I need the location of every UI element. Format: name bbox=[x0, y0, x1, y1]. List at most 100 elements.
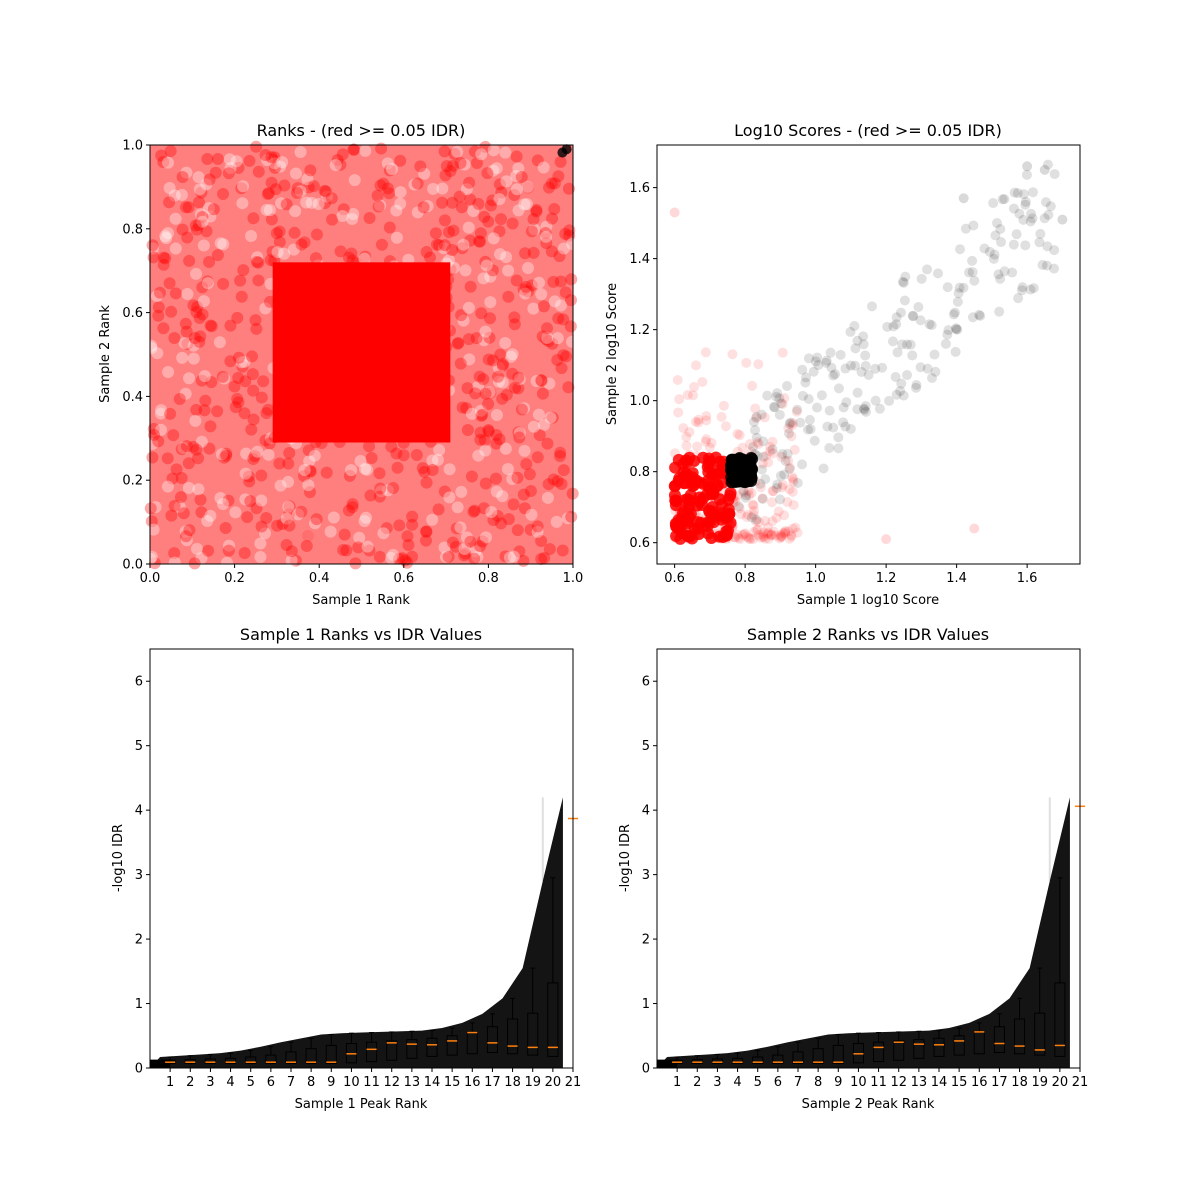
rank-point bbox=[456, 401, 469, 414]
rank-point bbox=[229, 506, 242, 519]
rank-point bbox=[553, 250, 566, 263]
rank-point bbox=[268, 161, 281, 174]
rank-point bbox=[346, 501, 359, 514]
score-point-black bbox=[779, 469, 790, 480]
rank-point bbox=[265, 213, 278, 226]
rank-point bbox=[475, 307, 488, 320]
rank-point bbox=[560, 350, 573, 363]
score-point-black bbox=[797, 390, 808, 401]
rank-point bbox=[518, 444, 531, 457]
x-tick-label: 0.6 bbox=[664, 571, 685, 586]
rank-point bbox=[510, 183, 523, 196]
rank-point bbox=[162, 366, 175, 379]
rank-point bbox=[152, 435, 165, 448]
score-point-red bbox=[748, 509, 759, 520]
score-point-red bbox=[780, 527, 791, 538]
score-point-dense bbox=[694, 517, 707, 530]
rank-point bbox=[490, 162, 503, 175]
rank-point bbox=[164, 407, 177, 420]
score-point-black bbox=[1020, 240, 1031, 251]
score-point-black bbox=[850, 343, 861, 354]
rank-point bbox=[484, 386, 497, 399]
rank-point bbox=[562, 182, 575, 195]
rank-point bbox=[478, 434, 491, 447]
score-point-black bbox=[830, 369, 841, 380]
score-point-red bbox=[748, 527, 759, 538]
rank-point bbox=[265, 176, 278, 189]
score-point-black bbox=[995, 273, 1006, 284]
rank-point bbox=[420, 525, 433, 538]
score-point-red bbox=[748, 500, 759, 511]
score-point-red bbox=[693, 417, 704, 428]
rank-point bbox=[358, 515, 371, 528]
rank-point bbox=[467, 505, 480, 518]
rank-point bbox=[331, 153, 344, 166]
rank-point bbox=[387, 481, 400, 494]
rank-point bbox=[214, 492, 227, 505]
rank-point bbox=[393, 552, 406, 565]
score-point-black bbox=[762, 390, 773, 401]
rank-point bbox=[146, 438, 159, 451]
score-point-black bbox=[899, 295, 910, 306]
score-point-red bbox=[789, 444, 800, 455]
x-tick-label: 0.6 bbox=[393, 571, 414, 586]
score-point-dense bbox=[714, 466, 727, 479]
rank-point bbox=[302, 479, 315, 492]
rank-point bbox=[249, 314, 262, 327]
rank-point bbox=[278, 179, 291, 192]
score-point-black bbox=[826, 362, 837, 373]
x-tick-label: 8 bbox=[307, 1075, 315, 1090]
score-point-black bbox=[897, 276, 908, 287]
rank-point bbox=[312, 198, 325, 211]
y-tick-label: 1.0 bbox=[629, 394, 650, 409]
rank-point bbox=[255, 494, 268, 507]
score-point-dense bbox=[686, 479, 699, 492]
rank-point bbox=[283, 519, 296, 532]
rank-point bbox=[499, 550, 512, 563]
score-point-black bbox=[995, 237, 1006, 248]
y-tick-label: 6 bbox=[642, 675, 650, 690]
score-point-black bbox=[1039, 213, 1050, 224]
score-point-black bbox=[874, 403, 885, 414]
score-point-dense bbox=[725, 453, 738, 466]
rank-point bbox=[510, 170, 523, 183]
rank-point bbox=[507, 550, 520, 563]
score-point-black bbox=[863, 370, 874, 381]
rank-point bbox=[238, 407, 251, 420]
rank-point bbox=[193, 335, 206, 348]
score-point-black bbox=[949, 307, 960, 318]
rank-point bbox=[479, 255, 492, 268]
score-point-red bbox=[766, 530, 777, 541]
rank-point bbox=[151, 347, 164, 360]
score-point-black bbox=[940, 338, 951, 349]
rank-point bbox=[554, 450, 567, 463]
rank-point bbox=[295, 505, 308, 518]
rank-point bbox=[235, 182, 248, 195]
x-tick-label: 2 bbox=[693, 1075, 701, 1090]
score-point-red bbox=[736, 509, 747, 520]
rank-point bbox=[153, 286, 166, 299]
y-tick-label: 0 bbox=[135, 1062, 143, 1077]
rank-point bbox=[179, 317, 192, 330]
rank-point bbox=[148, 557, 161, 570]
rank-point bbox=[164, 144, 177, 157]
score-point-red bbox=[778, 527, 789, 538]
rank-point bbox=[517, 283, 530, 296]
log10-chart-title: Log10 Scores - (red >= 0.05 IDR) bbox=[734, 121, 1002, 140]
x-tick-label: 11 bbox=[870, 1075, 887, 1090]
rank-point bbox=[196, 210, 209, 223]
rank-point bbox=[195, 506, 208, 519]
rank-point bbox=[563, 224, 576, 237]
score-point-black bbox=[950, 346, 961, 357]
x-tick-label: 0.0 bbox=[140, 571, 161, 586]
rank-point bbox=[390, 447, 403, 460]
score-point-red bbox=[720, 421, 731, 432]
rank-point bbox=[418, 465, 431, 478]
rank-point bbox=[499, 146, 512, 159]
score-point-red bbox=[783, 455, 794, 466]
score-point-red bbox=[697, 376, 708, 387]
score-point-black bbox=[755, 478, 766, 489]
rank-point bbox=[513, 545, 526, 558]
rank-point bbox=[239, 467, 252, 480]
